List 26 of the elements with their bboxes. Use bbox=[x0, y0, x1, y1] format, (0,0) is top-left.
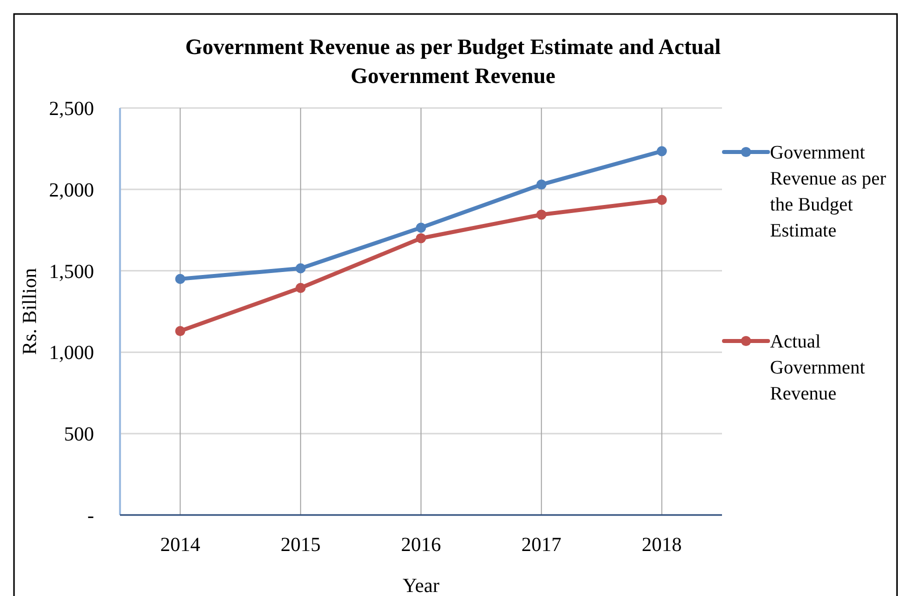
point bbox=[536, 210, 546, 220]
chart-title: Government Revenue as per Budget Estimate and Actual Government Revenue bbox=[185, 34, 721, 88]
y-tick-label: 1,000 bbox=[49, 342, 94, 364]
y-tick-label: 2,500 bbox=[49, 98, 94, 120]
point bbox=[296, 282, 306, 293]
x-tick-label: 2018 bbox=[642, 534, 682, 556]
x-tick-label: 2014 bbox=[160, 534, 200, 556]
point bbox=[296, 263, 306, 274]
point bbox=[416, 233, 426, 244]
legend-label: Government Revenue as per the Budget Estimate bbox=[770, 142, 887, 242]
point bbox=[656, 146, 667, 156]
y-tick-label: 500 bbox=[64, 424, 94, 446]
point bbox=[175, 274, 186, 284]
y-axis-title: Rs. Billion bbox=[19, 268, 41, 355]
x-axis-title: Year bbox=[402, 575, 440, 596]
point bbox=[175, 326, 186, 336]
y-tick-label: - bbox=[87, 505, 94, 527]
point bbox=[536, 179, 546, 190]
legend-label: Actual Government Revenue bbox=[770, 332, 866, 405]
y-tick-label: 2,000 bbox=[49, 179, 94, 202]
x-tick-label: 2017 bbox=[521, 534, 562, 556]
x-tick-label: 2016 bbox=[401, 534, 441, 556]
point bbox=[656, 194, 667, 206]
y-tick-label: 1,500 bbox=[49, 260, 94, 283]
x-tick-label: 2015 bbox=[280, 534, 321, 556]
point bbox=[416, 222, 426, 233]
